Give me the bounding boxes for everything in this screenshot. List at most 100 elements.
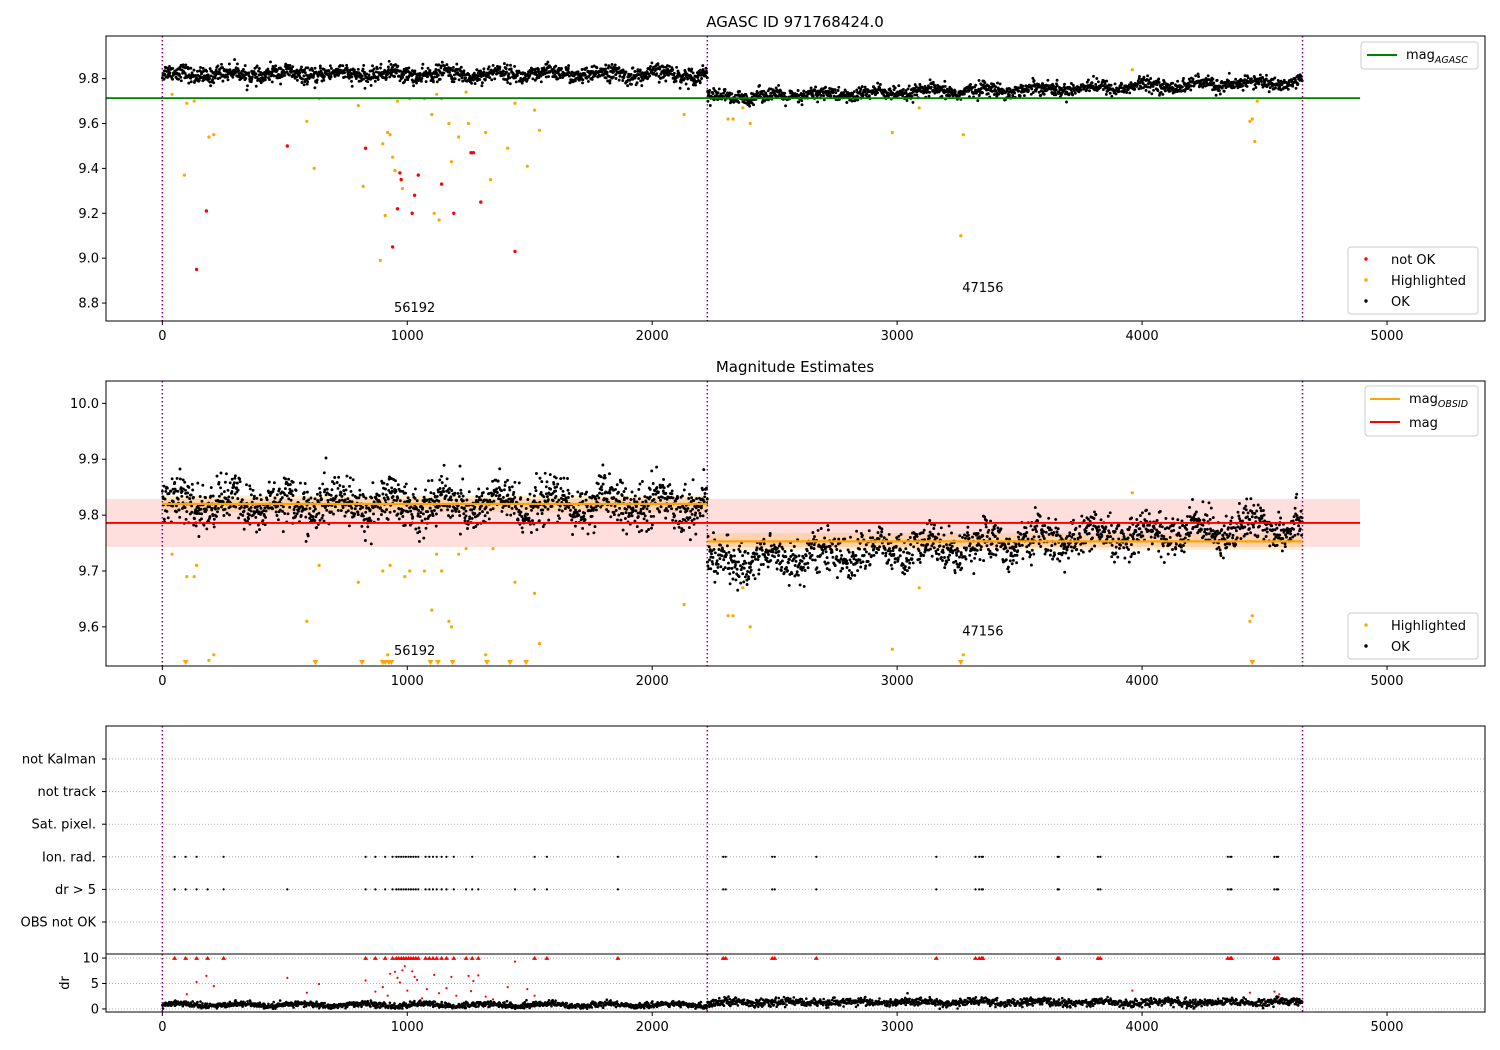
ok-point — [689, 509, 693, 513]
ok-point — [797, 554, 801, 558]
ok-point — [493, 77, 497, 81]
ok-point — [597, 496, 601, 500]
ok-point — [775, 567, 779, 571]
ok-point — [272, 487, 276, 491]
ok-point — [385, 482, 389, 486]
ok-point — [1243, 78, 1247, 82]
ok-point — [283, 493, 287, 497]
ok-point — [338, 484, 342, 487]
ok-point — [612, 496, 616, 500]
ok-point — [216, 510, 219, 514]
ok-point — [839, 557, 843, 561]
ok-point — [712, 531, 715, 535]
ok-point — [271, 507, 274, 511]
ok-point — [481, 491, 485, 495]
not-ok-point — [390, 245, 395, 249]
ok-point — [1176, 79, 1180, 83]
ok-point — [1110, 94, 1114, 98]
ok-point — [595, 494, 599, 498]
ok-point — [690, 496, 694, 500]
ok-point — [437, 499, 441, 503]
ok-point — [457, 510, 461, 514]
ok-point — [928, 78, 932, 82]
ok-point — [630, 490, 634, 494]
ok-point — [163, 69, 167, 73]
agasc-ok-series — [161, 58, 1304, 108]
legend-highlighted-label: Highlighted — [1391, 274, 1466, 289]
ok-point — [329, 510, 333, 514]
ok-point — [218, 76, 222, 80]
highlighted-point — [447, 121, 451, 126]
ok-point — [163, 497, 167, 501]
ok-point — [629, 72, 633, 76]
ok-point — [599, 475, 603, 479]
ok-point — [808, 551, 812, 555]
ok-point — [422, 500, 426, 504]
ok-point — [809, 86, 813, 90]
ok-point — [250, 78, 254, 82]
ok-point — [1217, 89, 1221, 93]
ok-point — [1136, 79, 1140, 83]
ok-point — [549, 487, 553, 491]
ok-point — [741, 554, 745, 558]
ok-point — [265, 498, 269, 502]
ok-point — [257, 69, 260, 73]
ok-point — [566, 66, 570, 70]
ok-point — [437, 504, 441, 508]
ok-point — [414, 527, 418, 531]
agasc-not-ok-series — [194, 144, 517, 272]
ok-point — [744, 101, 747, 105]
ok-point — [539, 74, 543, 78]
ok-point — [382, 496, 386, 500]
ok-point — [526, 512, 530, 516]
ok-point — [457, 495, 461, 498]
ok-point — [255, 530, 259, 534]
ok-point — [687, 497, 691, 500]
ok-point — [697, 508, 700, 512]
ok-point — [415, 499, 419, 503]
ok-point — [495, 491, 499, 494]
ok-point — [531, 77, 535, 81]
ok-point — [505, 70, 508, 74]
ok-point — [558, 76, 562, 79]
ok-point — [343, 75, 347, 79]
ok-point — [488, 498, 492, 502]
ok-point — [370, 496, 374, 500]
y-tick-label: 9.8 — [78, 72, 99, 87]
ok-point — [440, 474, 443, 478]
ok-point — [325, 508, 329, 512]
ok-point — [473, 82, 477, 86]
ok-point — [323, 488, 327, 492]
ok-point — [220, 505, 223, 509]
ok-point — [911, 100, 915, 104]
legend-ok-label: OK — [1391, 295, 1410, 310]
ok-point — [300, 81, 304, 84]
ok-point — [477, 487, 481, 491]
ok-point — [424, 80, 428, 84]
ok-point — [417, 539, 421, 543]
ok-point — [933, 91, 937, 95]
ok-point — [685, 509, 689, 513]
ok-point — [706, 564, 710, 568]
ok-point — [810, 553, 814, 557]
ok-point — [555, 485, 559, 489]
ok-point — [190, 71, 194, 75]
ok-point — [675, 65, 679, 69]
ok-point — [552, 482, 556, 486]
ok-point — [217, 494, 221, 498]
ok-point — [737, 575, 741, 579]
ok-point — [802, 556, 806, 560]
ok-point — [343, 492, 347, 496]
highlighted-point — [356, 104, 360, 108]
ok-point — [792, 545, 796, 548]
ok-point — [520, 81, 524, 85]
ok-point — [379, 66, 382, 70]
ok-point — [678, 519, 682, 523]
ok-point — [1139, 86, 1143, 90]
ok-point — [671, 496, 675, 500]
ok-point — [819, 553, 822, 557]
ok-point — [339, 491, 343, 495]
ok-point — [179, 75, 183, 79]
ok-point — [403, 485, 407, 489]
ok-point — [489, 508, 493, 512]
